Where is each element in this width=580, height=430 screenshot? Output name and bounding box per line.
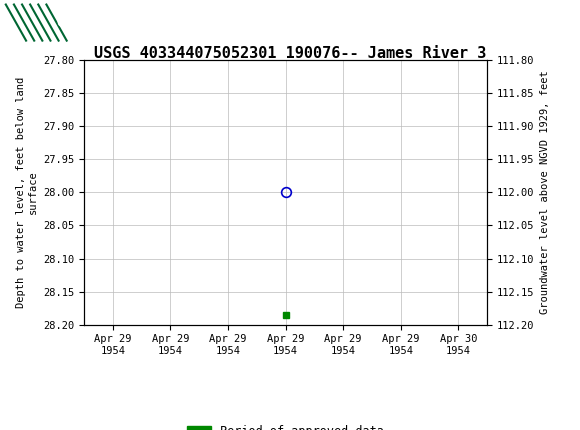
FancyBboxPatch shape <box>6 4 46 41</box>
Legend: Period of approved data: Period of approved data <box>183 421 389 430</box>
Text: USGS 403344075052301 190076-- James River 3: USGS 403344075052301 190076-- James Rive… <box>94 46 486 61</box>
Text: USGS: USGS <box>55 12 110 31</box>
Y-axis label: Groundwater level above NGVD 1929, feet: Groundwater level above NGVD 1929, feet <box>540 71 550 314</box>
Y-axis label: Depth to water level, feet below land
surface: Depth to water level, feet below land su… <box>16 77 38 308</box>
